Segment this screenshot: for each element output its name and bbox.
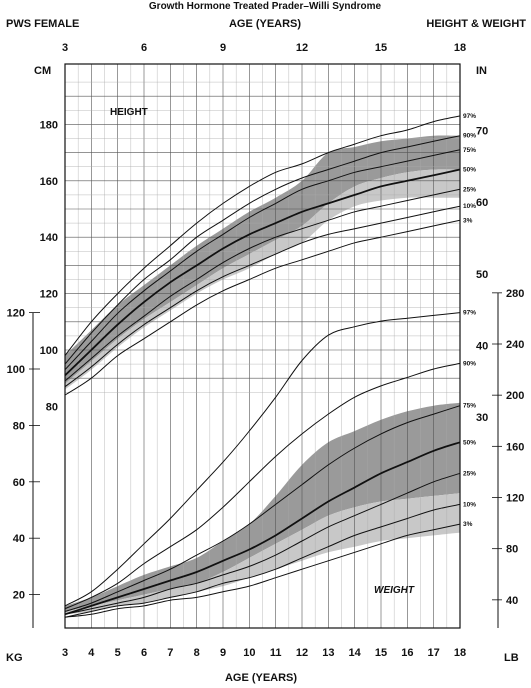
height-label-50pct: 50% [463, 167, 476, 174]
kg-tick: 120 [7, 308, 25, 320]
height-line-90pct [64, 135, 461, 365]
height-line-75pct [64, 149, 461, 371]
bottom-age-tick: 15 [375, 647, 387, 659]
weight-label-10pct: 10% [463, 501, 476, 508]
plot-frame [64, 63, 461, 629]
bottom-age-tick: 14 [349, 647, 362, 659]
in-tick: 70 [476, 126, 488, 138]
cm-tick: 120 [40, 289, 58, 301]
kg-tick: 40 [13, 533, 25, 545]
bottom-age-tick: 10 [243, 647, 255, 659]
header-right: HEIGHT & WEIGHT [426, 18, 526, 30]
weight-label: WEIGHT [374, 585, 415, 596]
chart-title: Growth Hormone Treated Prader–Willi Synd… [149, 1, 382, 12]
in-tick: 60 [476, 197, 488, 209]
lb-tick: 200 [506, 390, 524, 402]
bottom-age-tick: 4 [88, 647, 95, 659]
kg-unit-label: KG [6, 652, 23, 664]
top-age-tick: 9 [220, 42, 226, 54]
height-label-3pct: 3% [463, 217, 473, 224]
weight-label-75pct: 75% [463, 403, 476, 410]
bottom-age-tick: 13 [322, 647, 334, 659]
in-tick: 40 [476, 340, 488, 352]
height-line-25pct [64, 188, 461, 382]
cm-tick: 80 [46, 401, 58, 413]
top-age-tick: 15 [375, 42, 387, 54]
kg-tick: 80 [13, 420, 25, 432]
weight-line-50pct [64, 441, 461, 616]
weight-label-90pct: 90% [463, 360, 476, 367]
weight-label-25pct: 25% [463, 470, 476, 477]
lb-tick: 40 [506, 595, 518, 607]
lb-tick: 120 [506, 493, 524, 505]
weight-line-10pct [64, 503, 461, 618]
lb-tick: 80 [506, 544, 518, 556]
lb-unit-label: LB [504, 652, 519, 664]
weight-band-0 [65, 402, 460, 612]
in-tick: 50 [476, 269, 488, 281]
cm-tick: 180 [40, 119, 58, 131]
bottom-age-tick: 17 [428, 647, 440, 659]
height-line-50pct [64, 168, 461, 377]
height-line-10pct [64, 205, 461, 388]
cm-unit-label: CM [34, 65, 51, 77]
height-label-75pct: 75% [463, 147, 476, 154]
height-label: HEIGHT [110, 107, 148, 118]
lb-tick: 160 [506, 441, 524, 453]
bottom-age-tick: 12 [296, 647, 308, 659]
lb-tick: 280 [506, 288, 524, 300]
height-label-90pct: 90% [463, 133, 476, 140]
weight-line-3pct [64, 523, 461, 618]
bottom-age-tick: 18 [454, 647, 466, 659]
top-age-tick: 18 [454, 42, 466, 54]
bottom-age-tick: 9 [220, 647, 226, 659]
cm-tick: 160 [40, 176, 58, 188]
bottom-age-tick: 11 [270, 647, 282, 659]
header-left: PWS FEMALE [6, 18, 79, 30]
bottom-age-tick: 6 [141, 647, 147, 659]
cm-tick: 100 [40, 345, 58, 357]
weight-line-97pct [64, 312, 461, 607]
weight-label-97pct: 97% [463, 310, 476, 317]
weight-line-25pct [64, 472, 461, 615]
header-center: AGE (YEARS) [229, 18, 301, 30]
kg-tick: 100 [7, 364, 25, 376]
weight-label-3pct: 3% [463, 521, 473, 528]
bottom-age-tick: 8 [194, 647, 200, 659]
bottom-age-tick: 16 [401, 647, 413, 659]
top-age-tick: 3 [62, 42, 68, 54]
kg-tick: 60 [13, 477, 25, 489]
bottom-age-tick: 7 [167, 647, 173, 659]
height-line-97pct [64, 115, 461, 356]
weight-line-75pct [64, 405, 461, 612]
in-unit-label: IN [476, 65, 487, 77]
x-axis-title: AGE (YEARS) [225, 672, 297, 684]
weight-line-90pct [64, 362, 461, 610]
height-label-10pct: 10% [463, 203, 476, 210]
in-tick: 30 [476, 412, 488, 424]
top-age-tick: 6 [141, 42, 147, 54]
height-label-97pct: 97% [463, 113, 476, 120]
cm-tick: 140 [40, 232, 58, 244]
bottom-age-tick: 5 [115, 647, 121, 659]
lb-tick: 240 [506, 339, 524, 351]
height-line-3pct [64, 219, 461, 396]
top-age-tick: 12 [296, 42, 308, 54]
weight-label-50pct: 50% [463, 439, 476, 446]
height-label-25pct: 25% [463, 186, 476, 193]
bottom-age-tick: 3 [62, 647, 68, 659]
kg-tick: 20 [13, 590, 25, 602]
